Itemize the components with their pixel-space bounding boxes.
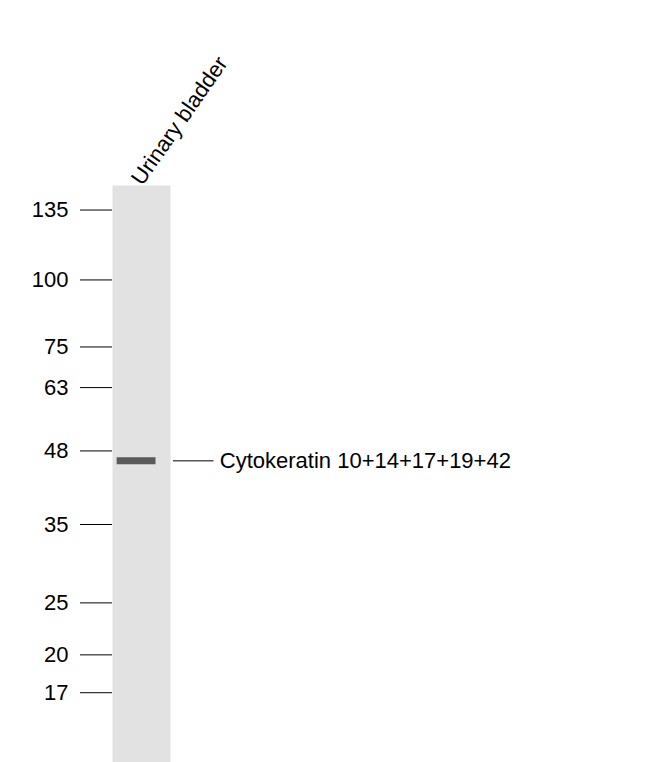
svg-text:100: 100 (32, 267, 69, 292)
svg-text:63: 63 (44, 375, 68, 400)
svg-text:17: 17 (44, 680, 68, 705)
svg-text:75: 75 (44, 334, 68, 359)
svg-text:48: 48 (44, 438, 68, 463)
svg-text:35: 35 (44, 512, 68, 537)
svg-text:25: 25 (44, 590, 68, 615)
svg-text:135: 135 (32, 197, 69, 222)
svg-text:Cytokeratin 10+14+17+19+42: Cytokeratin 10+14+17+19+42 (220, 448, 511, 473)
svg-text:20: 20 (44, 642, 68, 667)
svg-text:Urinary bladder: Urinary bladder (126, 52, 233, 190)
